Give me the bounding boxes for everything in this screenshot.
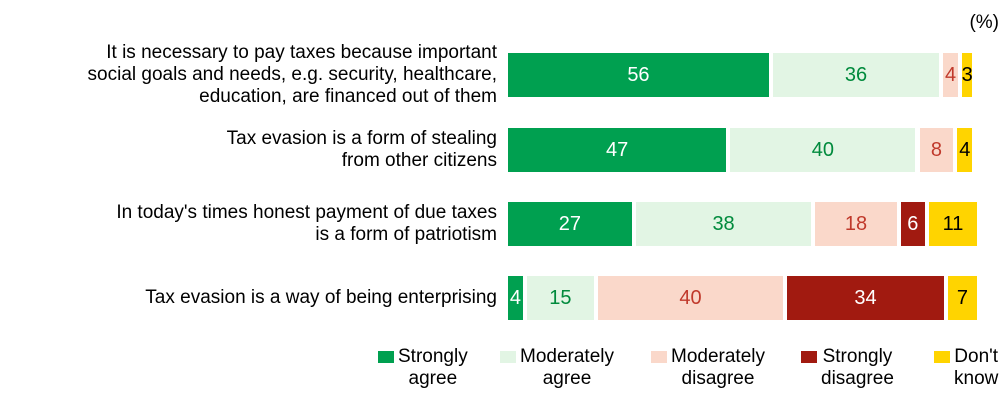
- category-label: It is necessary to pay taxes because imp…: [87, 42, 497, 107]
- bar-segment-moderately_disagree: 40: [597, 276, 784, 320]
- legend: Strongly agree Moderately agree Moderately…: [0, 346, 1005, 397]
- legend-label: Strongly agree: [398, 346, 468, 389]
- data-label: 4: [959, 138, 971, 161]
- bar-segment-moderately_agree: 40: [730, 128, 916, 172]
- legend-swatch: [934, 351, 950, 363]
- data-label: 36: [844, 63, 868, 86]
- bar-segment-dont_know: 11: [928, 202, 977, 246]
- category-label: In today's times honest payment of due t…: [116, 202, 497, 245]
- bar-segment-strongly_agree: 4: [508, 276, 523, 320]
- legend-label: Strongly disagree: [821, 346, 894, 389]
- data-label: 4: [945, 63, 957, 86]
- legend-swatch: [378, 351, 394, 363]
- legend-swatch: [500, 351, 516, 363]
- data-label: 27: [558, 212, 581, 235]
- legend-label: Don't know: [954, 346, 999, 389]
- data-label: 15: [549, 286, 572, 309]
- bar-segment-moderately_disagree: 18: [815, 202, 897, 246]
- unit-label: (%): [969, 12, 999, 33]
- bar-segment-moderately_disagree: 4: [943, 53, 959, 97]
- bar-segment-moderately_disagree: 8: [919, 128, 954, 172]
- data-label: 47: [606, 138, 629, 161]
- data-label: 40: [679, 286, 702, 309]
- data-label: 56: [627, 63, 650, 86]
- bar-segment-dont_know: 7: [947, 276, 977, 320]
- data-label: 4: [509, 286, 522, 309]
- bar-segment-strongly_agree: 56: [508, 53, 769, 97]
- data-label: 34: [854, 286, 877, 309]
- bar-segment-strongly_agree: 27: [508, 202, 632, 246]
- bar-segment-moderately_agree: 15: [526, 276, 594, 320]
- bar-segment-moderately_agree: 38: [635, 202, 812, 246]
- data-label: 7: [956, 286, 968, 309]
- data-label: 18: [844, 212, 868, 235]
- bar-segment-strongly_agree: 47: [508, 128, 727, 172]
- legend-label: Moderately agree: [520, 346, 614, 389]
- bar-segment-dont_know: 4: [957, 128, 973, 172]
- legend-swatch: [801, 351, 817, 363]
- bar-segment-moderately_agree: 36: [772, 53, 940, 97]
- data-label: 38: [712, 212, 735, 235]
- data-label: 3: [961, 63, 973, 86]
- category-label: Tax evasion is a way of being enterprisi…: [145, 287, 497, 308]
- legend-label: Moderately disagree: [671, 346, 765, 389]
- bar-segment-strongly_disagree: 34: [787, 276, 944, 320]
- data-label: 11: [942, 212, 964, 235]
- data-label: 8: [930, 138, 942, 161]
- bar-segment-dont_know: 3: [961, 53, 973, 97]
- bar-segment-strongly_disagree: 6: [900, 202, 925, 246]
- data-label: 40: [811, 138, 835, 161]
- legend-swatch: [651, 351, 667, 363]
- category-label: Tax evasion is a form of stealing from o…: [226, 128, 497, 171]
- data-label: 6: [907, 212, 919, 235]
